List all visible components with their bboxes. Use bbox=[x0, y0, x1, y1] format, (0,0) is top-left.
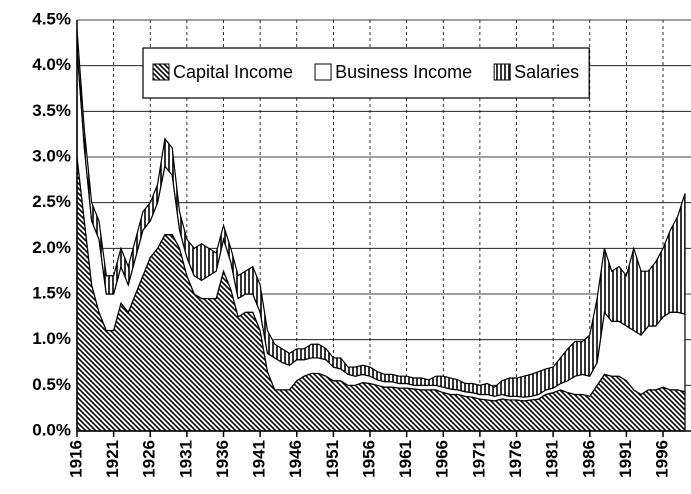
x-tick-label: 1961 bbox=[396, 440, 415, 478]
x-tick-label: 1926 bbox=[140, 440, 159, 478]
x-tick-label: 1966 bbox=[433, 440, 452, 478]
legend-label: Business Income bbox=[335, 62, 472, 82]
x-tick-label: 1936 bbox=[213, 440, 232, 478]
x-tick-label: 1986 bbox=[579, 440, 598, 478]
legend-box bbox=[142, 47, 590, 99]
legend-swatch bbox=[493, 63, 511, 81]
y-tick-label: 2.0% bbox=[32, 238, 71, 257]
y-tick-label: 0.5% bbox=[32, 375, 71, 394]
legend-label: Salaries bbox=[514, 62, 579, 82]
x-tick-label: 1941 bbox=[250, 440, 269, 478]
y-tick-label: 1.5% bbox=[32, 283, 71, 302]
y-tick-label: 2.5% bbox=[32, 192, 71, 211]
x-tick-label: 1981 bbox=[543, 440, 562, 478]
y-tick-label: 0.0% bbox=[32, 420, 71, 439]
x-tick-label: 1951 bbox=[323, 440, 342, 478]
legend: Capital Income Business Income Salaries bbox=[142, 47, 590, 99]
x-tick-label: 1946 bbox=[286, 440, 305, 478]
area bbox=[76, 29, 686, 398]
x-tick-label: 1976 bbox=[506, 440, 525, 478]
x-tick-label: 1931 bbox=[176, 440, 195, 478]
x-tick-label: 1991 bbox=[616, 440, 635, 478]
y-tick-label: 3.5% bbox=[32, 101, 71, 120]
legend-swatch bbox=[152, 63, 170, 81]
x-tick-label: 1956 bbox=[359, 440, 378, 478]
legend-label: Capital Income bbox=[173, 62, 293, 82]
y-tick-label: 4.0% bbox=[32, 55, 71, 74]
y-tick-label: 1.0% bbox=[32, 329, 71, 348]
x-tick-label: 1996 bbox=[653, 440, 672, 478]
x-tick-label: 1916 bbox=[66, 440, 85, 478]
x-tick-label: 1921 bbox=[103, 440, 122, 478]
y-tick-label: 4.5% bbox=[32, 9, 71, 28]
x-tick-label: 1971 bbox=[469, 440, 488, 478]
y-tick-label: 3.0% bbox=[32, 146, 71, 165]
legend-swatch bbox=[314, 63, 332, 81]
